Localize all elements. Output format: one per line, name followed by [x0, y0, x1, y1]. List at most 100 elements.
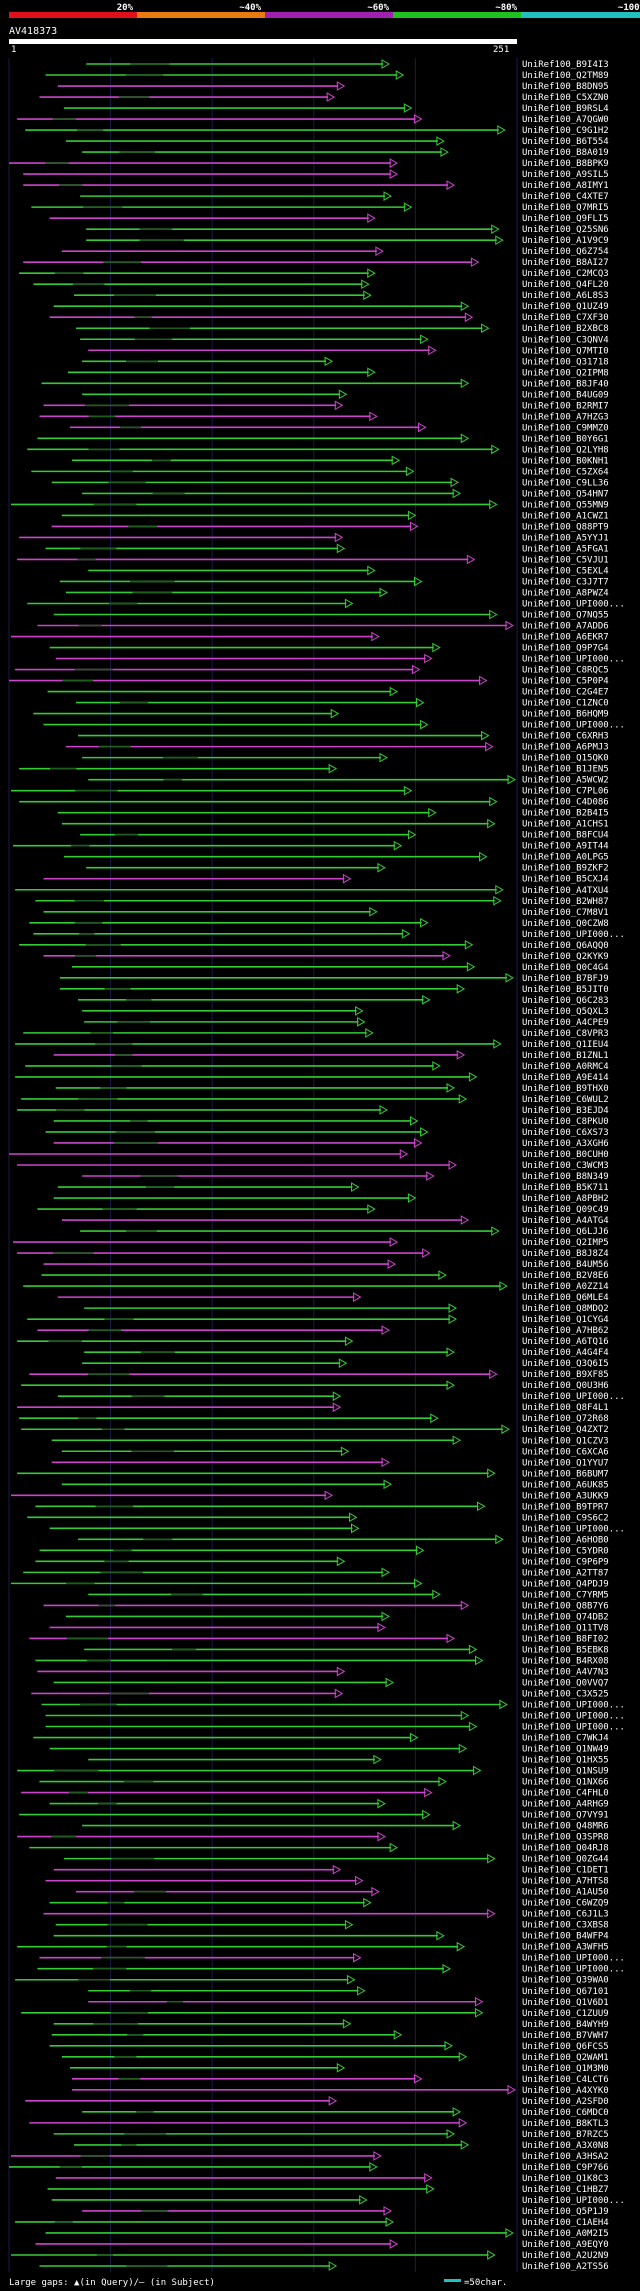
hit-label[interactable]: UniRef100_A9EQY0	[522, 2240, 609, 2250]
hit-label[interactable]: UniRef100_B5JIT0	[522, 985, 609, 995]
hit-label[interactable]: UniRef100_B2B4I5	[522, 809, 609, 819]
hit-label[interactable]: UniRef100_Q1M3M0	[522, 2064, 609, 2074]
hit-label[interactable]: UniRef100_C1ZUU9	[522, 2009, 609, 2019]
hit-label[interactable]: UniRef100_Q1K8C3	[522, 2174, 609, 2184]
hit-label[interactable]: UniRef100_UPI000...	[522, 2196, 625, 2206]
hit-label[interactable]: UniRef100_C9LL36	[522, 478, 609, 488]
hit-label[interactable]: UniRef100_C6WZQ9	[522, 1899, 609, 1909]
hit-label[interactable]: UniRef100_A9E414	[522, 1073, 609, 1083]
hit-label[interactable]: UniRef100_Q31718	[522, 357, 609, 367]
hit-label[interactable]: UniRef100_A8IMY1	[522, 181, 609, 191]
hit-label[interactable]: UniRef100_B8AI27	[522, 258, 609, 268]
hit-label[interactable]: UniRef100_A1AU50	[522, 1888, 609, 1898]
hit-label[interactable]: UniRef100_C3X525	[522, 1689, 609, 1699]
hit-label[interactable]: UniRef100_B9RSL4	[522, 104, 609, 114]
hit-label[interactable]: UniRef100_A4G4F4	[522, 1348, 609, 1358]
hit-label[interactable]: UniRef100_Q6FCS5	[522, 2042, 609, 2052]
hit-label[interactable]: UniRef100_Q1UZ49	[522, 302, 609, 312]
hit-label[interactable]: UniRef100_Q15QK0	[522, 754, 609, 764]
hit-label[interactable]: UniRef100_C6XS73	[522, 1128, 609, 1138]
hit-label[interactable]: UniRef100_C9MMZ0	[522, 423, 609, 433]
hit-label[interactable]: UniRef100_B8J8Z4	[522, 1249, 609, 1259]
hit-label[interactable]: UniRef100_B5K711	[522, 1183, 609, 1193]
hit-label[interactable]: UniRef100_UPI000...	[522, 655, 625, 665]
hit-label[interactable]: UniRef100_C9P6P9	[522, 1557, 609, 1567]
hit-label[interactable]: UniRef100_B2XBC8	[522, 324, 609, 334]
hit-label[interactable]: UniRef100_C4FHL0	[522, 1789, 609, 1799]
hit-label[interactable]: UniRef100_C5YDR0	[522, 1546, 609, 1556]
hit-label[interactable]: UniRef100_Q1NW49	[522, 1745, 609, 1755]
hit-label[interactable]: UniRef100_A5FGA1	[522, 544, 609, 554]
hit-label[interactable]: UniRef100_Q8B7Y6	[522, 1601, 609, 1611]
hit-label[interactable]: UniRef100_B7BFJ9	[522, 974, 609, 984]
hit-label[interactable]: UniRef100_A8PWZ4	[522, 588, 609, 598]
hit-label[interactable]: UniRef100_A3X0N8	[522, 2141, 609, 2151]
hit-label[interactable]: UniRef100_B6HQM9	[522, 710, 609, 720]
hit-label[interactable]: UniRef100_B1ZNL1	[522, 1051, 609, 1061]
hit-label[interactable]: UniRef100_Q7VY91	[522, 1811, 609, 1821]
hit-label[interactable]: UniRef100_Q04RJ8	[522, 1844, 609, 1854]
hit-label[interactable]: UniRef100_B3EJD4	[522, 1106, 609, 1116]
hit-label[interactable]: UniRef100_B2V8E6	[522, 1271, 609, 1281]
hit-label[interactable]: UniRef100_C1HBZ7	[522, 2185, 609, 2195]
hit-label[interactable]: UniRef100_C6XCA6	[522, 1447, 609, 1457]
hit-label[interactable]: UniRef100_A7ADD6	[522, 622, 609, 632]
hit-label[interactable]: UniRef100_C8PKU0	[522, 1117, 609, 1127]
hit-label[interactable]: UniRef100_C9G1H2	[522, 126, 609, 136]
hit-label[interactable]: UniRef100_B6BUM7	[522, 1469, 609, 1479]
hit-label[interactable]: UniRef100_Q2TM89	[522, 71, 609, 81]
hit-label[interactable]: UniRef100_A1CHS1	[522, 820, 609, 830]
hit-label[interactable]: UniRef100_Q6LJJ6	[522, 1227, 609, 1237]
hit-label[interactable]: UniRef100_A2SFD0	[522, 2097, 609, 2107]
hit-label[interactable]: UniRef100_UPI000...	[522, 1700, 625, 1710]
hit-label[interactable]: UniRef100_Q7MTI0	[522, 346, 609, 356]
hit-label[interactable]: UniRef100_Q6Z754	[522, 247, 609, 257]
hit-label[interactable]: UniRef100_A5WCW2	[522, 776, 609, 786]
hit-label[interactable]: UniRef100_A4XYK0	[522, 2086, 609, 2096]
hit-label[interactable]: UniRef100_Q88PT9	[522, 522, 609, 532]
hit-label[interactable]: UniRef100_B4RX08	[522, 1656, 609, 1666]
hit-label[interactable]: UniRef100_C8RQC5	[522, 666, 609, 676]
hit-label[interactable]: UniRef100_B4WYH9	[522, 2020, 609, 2030]
hit-label[interactable]: UniRef100_Q2LYH8	[522, 445, 609, 455]
hit-label[interactable]: UniRef100_B9TPR7	[522, 1502, 609, 1512]
hit-label[interactable]: UniRef100_UPI000...	[522, 1954, 625, 1964]
hit-label[interactable]: UniRef100_UPI000...	[522, 1392, 625, 1402]
hit-label[interactable]: UniRef100_UPI000...	[522, 599, 625, 609]
hit-label[interactable]: UniRef100_A4RHG9	[522, 1800, 609, 1810]
hit-label[interactable]: UniRef100_C7YRM5	[522, 1590, 609, 1600]
hit-label[interactable]: UniRef100_B4UG09	[522, 390, 609, 400]
hit-label[interactable]: UniRef100_A3XGH6	[522, 1139, 609, 1149]
hit-label[interactable]: UniRef100_A0M2I5	[522, 2229, 609, 2239]
hit-label[interactable]: UniRef100_B8BPK9	[522, 159, 609, 169]
hit-label[interactable]: UniRef100_C1AEH4	[522, 2218, 609, 2228]
hit-label[interactable]: UniRef100_Q39WA0	[522, 1976, 609, 1986]
hit-label[interactable]: UniRef100_A1CWZ1	[522, 511, 609, 521]
hit-label[interactable]: UniRef100_UPI000...	[522, 1723, 625, 1733]
hit-label[interactable]: UniRef100_C3WCM3	[522, 1161, 609, 1171]
hit-label[interactable]: UniRef100_Q2WAM1	[522, 2053, 609, 2063]
hit-label[interactable]: UniRef100_Q6MLE4	[522, 1293, 609, 1303]
hit-label[interactable]: UniRef100_Q1HX55	[522, 1756, 609, 1766]
hit-label[interactable]: UniRef100_Q48MR6	[522, 1822, 609, 1832]
hit-label[interactable]: UniRef100_Q67101	[522, 1987, 609, 1997]
hit-label[interactable]: UniRef100_Q74DB2	[522, 1612, 609, 1622]
hit-label[interactable]: UniRef100_B8N349	[522, 1172, 609, 1182]
hit-label[interactable]: UniRef100_Q2IMP5	[522, 1238, 609, 1248]
hit-label[interactable]: UniRef100_Q11TV8	[522, 1623, 609, 1633]
hit-label[interactable]: UniRef100_B7RZC5	[522, 2130, 609, 2140]
hit-label[interactable]: UniRef100_C3J7T7	[522, 577, 609, 587]
hit-label[interactable]: UniRef100_A4ATG4	[522, 1216, 609, 1226]
hit-label[interactable]: UniRef100_C5ZX64	[522, 467, 609, 477]
hit-label[interactable]: UniRef100_C5P0P4	[522, 677, 609, 687]
hit-label[interactable]: UniRef100_A0LPG5	[522, 853, 609, 863]
hit-label[interactable]: UniRef100_C9S6C2	[522, 1513, 609, 1523]
hit-label[interactable]: UniRef100_A5YYJ1	[522, 533, 609, 543]
hit-label[interactable]: UniRef100_C1DET1	[522, 1866, 609, 1876]
hit-label[interactable]: UniRef100_B9I4I3	[522, 60, 609, 70]
hit-label[interactable]: UniRef100_B9XF85	[522, 1370, 609, 1380]
hit-label[interactable]: UniRef100_UPI000...	[522, 1712, 625, 1722]
hit-label[interactable]: UniRef100_C7PL06	[522, 787, 609, 797]
hit-label[interactable]: UniRef100_B0KNH1	[522, 456, 609, 466]
hit-label[interactable]: UniRef100_Q1V6D1	[522, 1998, 609, 2008]
